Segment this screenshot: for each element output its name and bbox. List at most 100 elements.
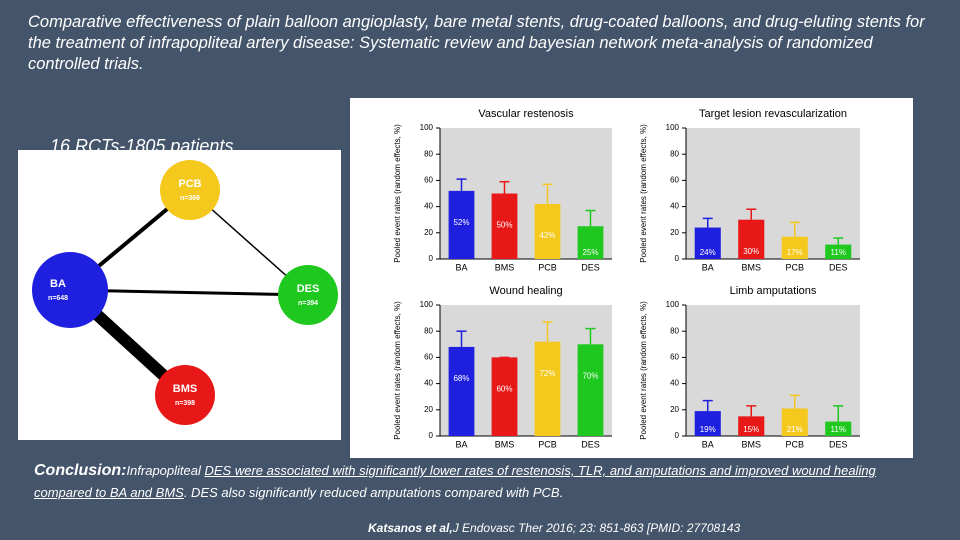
bar (694, 411, 721, 436)
value-label: 30% (743, 247, 759, 256)
y-tick-label: 80 (670, 149, 679, 158)
citation-source: J Endovasc Ther 2016; 23: 851-863 [PMID:… (452, 521, 741, 535)
y-axis-label: Pooled event rates (random effects, %) (639, 301, 648, 440)
y-tick-label: 100 (420, 300, 434, 309)
y-tick-label: 40 (670, 202, 679, 211)
bar-chart: Target lesion revascularization Pooled ev… (639, 108, 860, 272)
bar (781, 236, 808, 259)
x-tick-label: PCB (538, 439, 557, 449)
y-tick-label: 0 (429, 431, 434, 440)
bar-chart: Wound healing Pooled event rates (random … (393, 285, 612, 449)
bar (781, 408, 808, 436)
x-tick-label: BA (702, 262, 714, 272)
x-tick-label: DES (581, 439, 600, 449)
y-tick-label: 60 (670, 353, 679, 362)
conclusion: Conclusion:Infrapopliteal DES were assoc… (34, 460, 924, 504)
bar (534, 341, 561, 436)
value-label: 52% (453, 218, 469, 227)
node-count: n=648 (48, 295, 68, 302)
node-label: BA (50, 278, 66, 290)
value-label: 25% (582, 248, 598, 257)
y-tick-label: 20 (424, 405, 433, 414)
node-label: DES (297, 283, 320, 295)
chart-title: Vascular restenosis (478, 108, 574, 120)
bar (825, 244, 852, 259)
value-label: 17% (787, 248, 803, 257)
citation-author: Katsanos et al, (368, 521, 453, 535)
value-label: 19% (700, 425, 716, 434)
value-label: 21% (787, 425, 803, 434)
bar (491, 193, 518, 259)
x-tick-label: DES (829, 439, 848, 449)
bar-chart: Limb amputations Pooled event rates (rand… (639, 285, 860, 449)
y-tick-label: 40 (424, 202, 433, 211)
node-count: n=366 (180, 195, 200, 202)
y-tick-label: 100 (666, 300, 680, 309)
value-label: 70% (582, 371, 598, 380)
y-tick-label: 40 (670, 379, 679, 388)
conclusion-intro: Infrapopliteal (126, 463, 205, 478)
value-label: 11% (831, 425, 846, 434)
y-tick-label: 80 (424, 326, 433, 335)
bar (534, 203, 561, 259)
x-tick-label: PCB (785, 262, 804, 272)
y-tick-label: 60 (424, 176, 433, 185)
bar (577, 226, 604, 259)
chart-title: Limb amputations (730, 285, 817, 297)
y-tick-label: 100 (666, 123, 680, 132)
bar (491, 357, 518, 436)
bar (448, 346, 475, 436)
node-label: BMS (173, 383, 197, 395)
node-count: n=394 (298, 300, 318, 307)
y-tick-label: 20 (670, 405, 679, 414)
node-label: PCB (178, 178, 201, 190)
value-label: 68% (453, 374, 469, 383)
slide-title: Comparative effectiveness of plain ballo… (28, 13, 925, 73)
value-label: 72% (539, 369, 555, 378)
node (155, 365, 215, 425)
value-label: 50% (496, 221, 512, 230)
bar (738, 219, 765, 259)
x-tick-label: PCB (785, 439, 804, 449)
node (278, 265, 338, 325)
bar (825, 421, 852, 436)
y-axis-label: Pooled event rates (random effects, %) (393, 124, 402, 263)
x-tick-label: BMS (741, 439, 761, 449)
value-label: 60% (496, 385, 512, 394)
bar (448, 190, 475, 259)
conclusion-label: Conclusion: (34, 462, 127, 479)
value-label: 42% (539, 231, 555, 240)
y-axis-label: Pooled event rates (random effects, %) (393, 301, 402, 440)
citation: Katsanos et al,J Endovasc Ther 2016; 23:… (368, 521, 740, 535)
bar (738, 416, 765, 436)
y-tick-label: 80 (424, 149, 433, 158)
y-tick-label: 40 (424, 379, 433, 388)
y-tick-label: 100 (420, 123, 434, 132)
y-tick-label: 0 (675, 254, 680, 263)
x-tick-label: BMS (495, 439, 515, 449)
x-tick-label: BMS (495, 262, 515, 272)
bar (577, 344, 604, 436)
x-tick-label: DES (581, 262, 600, 272)
x-tick-label: DES (829, 262, 848, 272)
x-tick-label: BA (455, 262, 467, 272)
chart-title: Wound healing (489, 285, 562, 297)
y-axis-label: Pooled event rates (random effects, %) (639, 124, 648, 263)
x-tick-label: BMS (741, 262, 761, 272)
y-tick-label: 80 (670, 326, 679, 335)
value-label: 15% (743, 425, 759, 434)
y-tick-label: 60 (424, 353, 433, 362)
y-tick-label: 60 (670, 176, 679, 185)
bar (694, 227, 721, 259)
value-label: 11% (831, 248, 846, 257)
y-tick-label: 0 (429, 254, 434, 263)
y-tick-label: 0 (675, 431, 680, 440)
node-count: n=398 (175, 400, 195, 407)
x-tick-label: PCB (538, 262, 557, 272)
node (160, 160, 220, 220)
conclusion-rest: . DES also significantly reduced amputat… (183, 485, 564, 500)
node (32, 252, 108, 328)
y-tick-label: 20 (424, 228, 433, 237)
